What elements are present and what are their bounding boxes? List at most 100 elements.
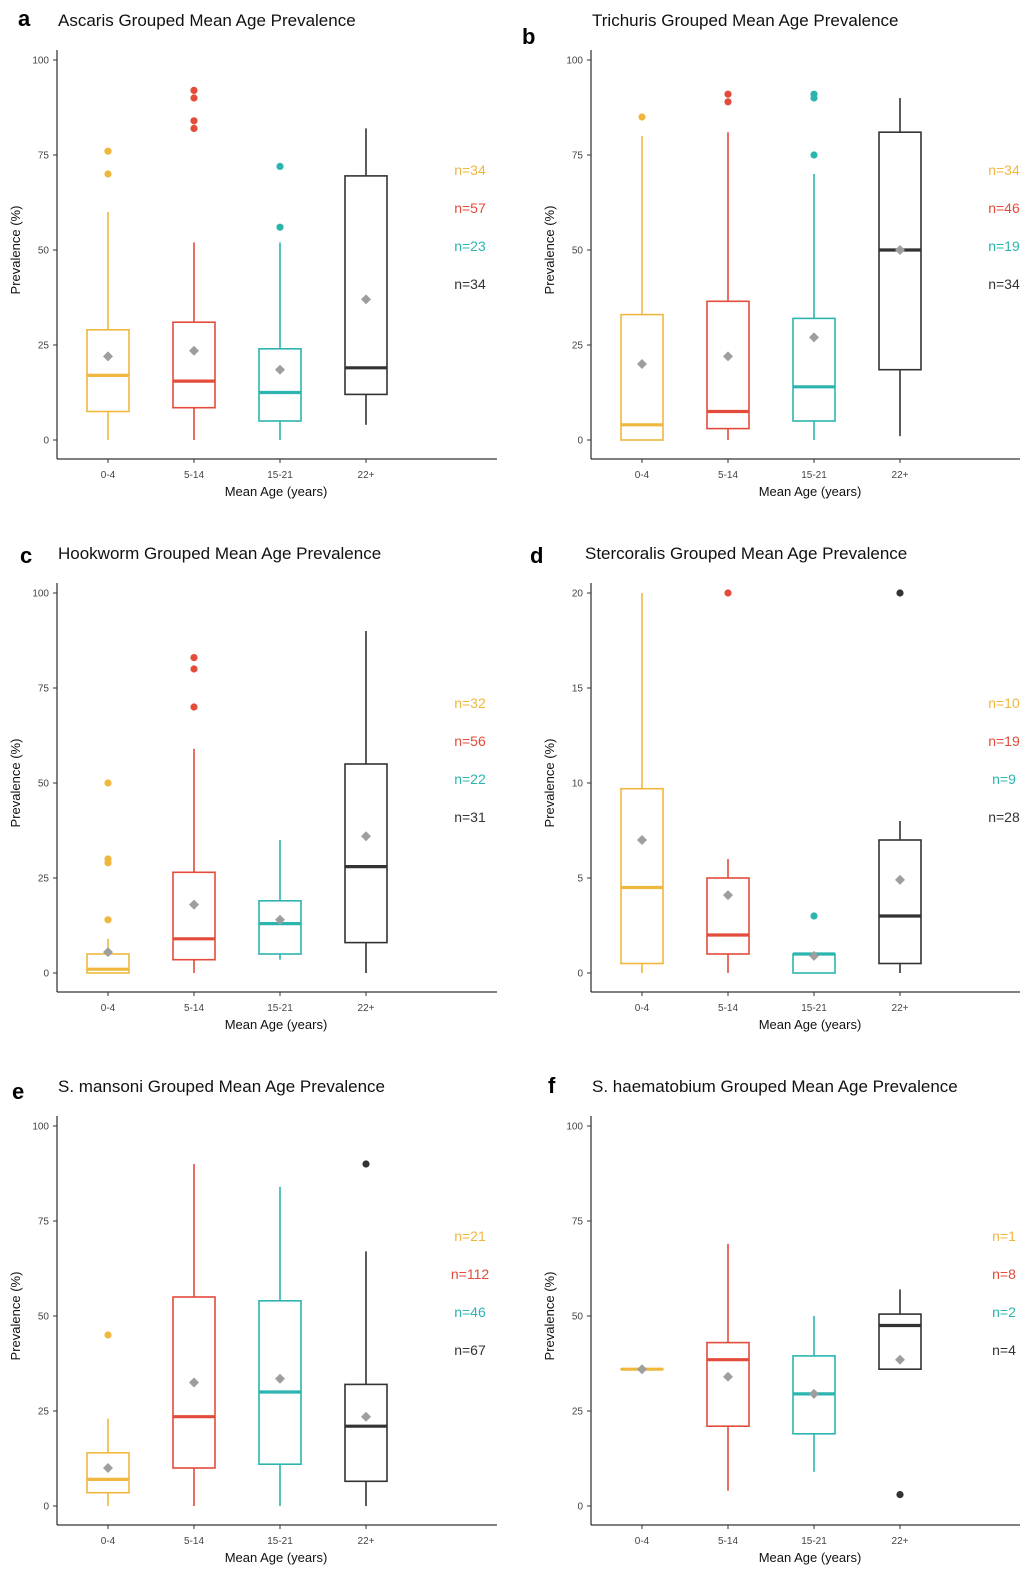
mean-marker [361, 294, 371, 305]
iqr-box [258, 899, 302, 955]
mean-marker [723, 351, 733, 362]
outlier-point [724, 98, 732, 106]
y-tick-label: 0 [43, 436, 49, 447]
y-axis-title: Prevalence (%) [8, 739, 23, 828]
box-22+: 22+ [344, 128, 388, 481]
outlier-point [104, 916, 112, 924]
y-tick-label: 50 [572, 1312, 584, 1323]
box-5-14: 5-14 [172, 86, 216, 481]
n-label: n=1 [992, 1228, 1016, 1244]
y-tick-label: 0 [43, 1502, 49, 1513]
panel-title: Stercoralis Grouped Mean Age Prevalence [585, 544, 907, 563]
n-label: n=23 [454, 238, 486, 254]
y-axis-title: Prevalence (%) [8, 206, 23, 295]
y-tick-label: 25 [572, 341, 584, 352]
box-15-21: 15-21 [792, 90, 836, 481]
outlier-point [190, 124, 198, 132]
panel-title: Trichuris Grouped Mean Age Prevalence [592, 11, 898, 30]
n-label: n=112 [451, 1266, 489, 1282]
outlier-point [104, 147, 112, 155]
panel-b: b Trichuris Grouped Mean Age Prevalence 0 2… [522, 11, 1020, 499]
y-tick-label: 100 [32, 1122, 49, 1133]
mean-marker [895, 245, 905, 255]
n-label: n=32 [454, 695, 486, 711]
y-tick-label: 0 [43, 969, 49, 980]
panel-title: S. haematobium Grouped Mean Age Prevalen… [592, 1077, 958, 1096]
outlier-point [362, 1160, 370, 1168]
box-5-14: 5-14 [706, 589, 750, 1014]
y-tick-label: 10 [572, 779, 584, 790]
y-tick-label: 100 [566, 1122, 583, 1133]
outlier-point [896, 589, 904, 597]
n-label: n=57 [454, 200, 486, 216]
y-tick-label: 5 [577, 874, 583, 885]
n-label: n=31 [454, 809, 486, 825]
x-tick-label: 15-21 [801, 470, 827, 481]
outlier-point [896, 1491, 904, 1499]
outlier-point [810, 151, 818, 159]
mean-marker [637, 1364, 647, 1375]
y-tick-label: 25 [572, 1407, 584, 1418]
box-0-4: 0-4 [620, 593, 664, 1014]
x-tick-label: 5-14 [184, 470, 204, 481]
n-label: n=10 [988, 695, 1020, 711]
panel-e: e S. mansoni Grouped Mean Age Prevalence 0… [8, 1077, 497, 1565]
box-0-4: 0-4 [86, 1331, 130, 1547]
x-tick-label: 0-4 [101, 470, 116, 481]
y-tick-label: 75 [572, 151, 584, 162]
outlier-point [190, 654, 198, 662]
x-tick-label: 15-21 [801, 1003, 827, 1014]
box-22+: 22+ [878, 589, 922, 1014]
outlier-point [190, 665, 198, 673]
mean-marker [275, 364, 285, 375]
iqr-box [706, 1341, 750, 1427]
y-tick-label: 75 [38, 1217, 50, 1228]
y-tick-label: 0 [577, 1502, 583, 1513]
y-tick-label: 100 [32, 56, 49, 67]
box-0-4: 0-4 [620, 1364, 664, 1547]
outlier-point [724, 90, 732, 98]
x-tick-label: 0-4 [635, 1003, 650, 1014]
n-label: n=34 [988, 276, 1020, 292]
box-0-4: 0-4 [86, 147, 130, 481]
n-label: n=34 [454, 276, 486, 292]
box-22+: 22+ [878, 98, 922, 481]
mean-marker [361, 831, 371, 842]
x-tick-label: 5-14 [718, 1003, 738, 1014]
iqr-box [620, 313, 664, 441]
x-tick-label: 5-14 [718, 470, 738, 481]
box-0-4: 0-4 [86, 779, 130, 1014]
n-label: n=34 [454, 162, 486, 178]
mean-marker [809, 1388, 819, 1399]
panel-letter: f [548, 1073, 556, 1098]
iqr-box [258, 347, 302, 422]
x-axis-title: Mean Age (years) [225, 1550, 328, 1565]
mean-marker [637, 359, 647, 369]
mean-marker [189, 345, 199, 356]
n-label: n=22 [454, 771, 486, 787]
n-label: n=21 [454, 1228, 486, 1244]
y-tick-label: 0 [577, 969, 583, 980]
iqr-box [344, 763, 388, 944]
n-label: n=28 [988, 809, 1020, 825]
outlier-point [810, 90, 818, 98]
y-tick-label: 50 [38, 246, 50, 257]
y-tick-label: 75 [572, 1217, 584, 1228]
x-tick-label: 15-21 [267, 1536, 293, 1547]
panel-title: S. mansoni Grouped Mean Age Prevalence [58, 1077, 385, 1096]
outlier-point [810, 912, 818, 920]
mean-marker [275, 914, 285, 925]
panel-letter: a [18, 6, 31, 31]
x-axis-title: Mean Age (years) [759, 1017, 862, 1032]
n-label: n=9 [992, 771, 1016, 787]
x-tick-label: 22+ [358, 1003, 375, 1014]
mean-marker [895, 1354, 905, 1365]
y-tick-label: 100 [32, 589, 49, 600]
y-tick-label: 0 [577, 436, 583, 447]
x-axis-title: Mean Age (years) [225, 484, 328, 499]
iqr-box [878, 839, 922, 965]
box-5-14: 5-14 [172, 654, 216, 1014]
box-22+: 22+ [344, 1160, 388, 1547]
mean-marker [361, 1411, 371, 1422]
y-axis-title: Prevalence (%) [542, 739, 557, 828]
